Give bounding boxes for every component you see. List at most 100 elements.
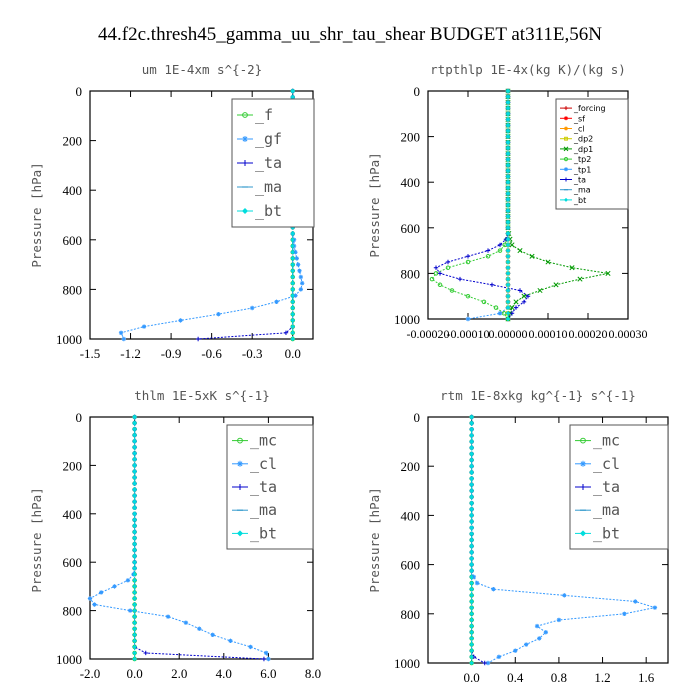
x-tick-label: -0.3	[242, 346, 263, 361]
data-point	[98, 590, 104, 595]
panel-rtpthlp: rtpthlp 1E-4x(kg K)/(kg s) Pressure [hPa…	[367, 62, 626, 258]
data-point	[132, 578, 137, 583]
data-point	[132, 541, 137, 547]
data-point	[132, 517, 137, 523]
data-point	[125, 578, 131, 583]
x-tick-label: 4.0	[216, 666, 232, 681]
data-point	[580, 484, 586, 490]
data-point	[605, 270, 611, 276]
data-point	[505, 174, 511, 179]
y-axis-label: Pressure [hPa]	[367, 152, 382, 257]
data-point	[132, 602, 137, 607]
data-point	[290, 330, 295, 335]
data-point	[469, 605, 474, 610]
data-point	[469, 531, 474, 537]
legend-entry: _bt	[573, 196, 586, 205]
data-point	[165, 614, 171, 619]
data-point	[132, 572, 137, 577]
data-point	[505, 151, 511, 156]
y-tick-label: 0	[414, 84, 421, 99]
legend-entry: _tp2	[573, 155, 591, 164]
data-point	[469, 476, 474, 481]
data-point	[132, 487, 137, 492]
data-point	[469, 642, 474, 647]
data-point	[465, 316, 471, 322]
data-point	[543, 630, 549, 635]
series-group	[469, 414, 658, 666]
data-point	[437, 282, 443, 288]
data-point	[242, 160, 248, 166]
data-point	[469, 451, 474, 457]
data-point	[132, 414, 137, 420]
legend-entry: _bt	[255, 202, 282, 220]
x-tick-label: 1.6	[638, 670, 655, 685]
data-point	[505, 157, 511, 162]
data-point	[290, 88, 295, 94]
legend-entry: _ta	[255, 154, 282, 172]
data-point	[92, 602, 97, 607]
data-point	[509, 311, 515, 316]
data-point	[121, 336, 126, 342]
data-point	[529, 253, 535, 259]
data-point	[537, 287, 543, 294]
y-axis-label: Pressure [hPa]	[367, 487, 382, 592]
data-point	[132, 457, 137, 462]
data-point	[290, 281, 295, 286]
data-point	[469, 439, 474, 444]
data-point	[132, 566, 137, 571]
data-point	[513, 299, 519, 305]
data-point	[505, 288, 511, 293]
data-point	[132, 560, 137, 565]
data-point	[261, 656, 267, 662]
data-point	[505, 191, 511, 196]
data-point	[564, 136, 568, 141]
data-point	[564, 167, 568, 172]
legend-entry: _cl	[593, 455, 620, 473]
data-point	[242, 208, 248, 214]
data-point	[469, 556, 474, 561]
data-point	[505, 294, 511, 299]
data-point	[517, 288, 523, 293]
y-tick-label: 800	[63, 604, 83, 619]
data-point	[469, 617, 474, 623]
data-point	[505, 162, 511, 168]
data-point	[505, 111, 511, 116]
data-point	[505, 248, 511, 253]
data-point	[489, 282, 495, 287]
legend-entry: _dp2	[573, 135, 593, 144]
data-point	[501, 311, 507, 316]
data-point	[294, 256, 299, 261]
data-point	[505, 197, 511, 202]
data-point	[517, 248, 523, 254]
x-tick-label: 0.00020	[569, 327, 608, 341]
data-point	[274, 299, 279, 304]
data-point	[132, 505, 137, 510]
data-point	[132, 656, 137, 662]
data-point	[505, 225, 511, 230]
data-point	[505, 237, 511, 242]
data-point	[497, 248, 503, 253]
data-point	[290, 231, 295, 236]
data-point	[521, 293, 527, 299]
data-point	[132, 650, 137, 656]
x-tick-label: 0.0	[464, 670, 480, 685]
data-point	[534, 623, 540, 629]
data-point	[469, 464, 474, 469]
y-tick-label: 1000	[394, 656, 420, 671]
data-point	[485, 248, 491, 253]
data-point	[298, 287, 304, 292]
data-point	[469, 599, 474, 604]
y-tick-label: 200	[401, 459, 421, 474]
data-point	[505, 282, 511, 287]
data-point	[564, 126, 568, 131]
data-point	[132, 493, 137, 498]
y-tick-label: 1000	[56, 652, 82, 667]
x-tick-label: 8.0	[305, 666, 321, 681]
data-point	[564, 177, 568, 182]
data-point	[469, 654, 474, 660]
data-point	[143, 650, 148, 656]
data-point	[132, 469, 137, 474]
data-point	[469, 550, 474, 555]
data-point	[505, 123, 511, 128]
